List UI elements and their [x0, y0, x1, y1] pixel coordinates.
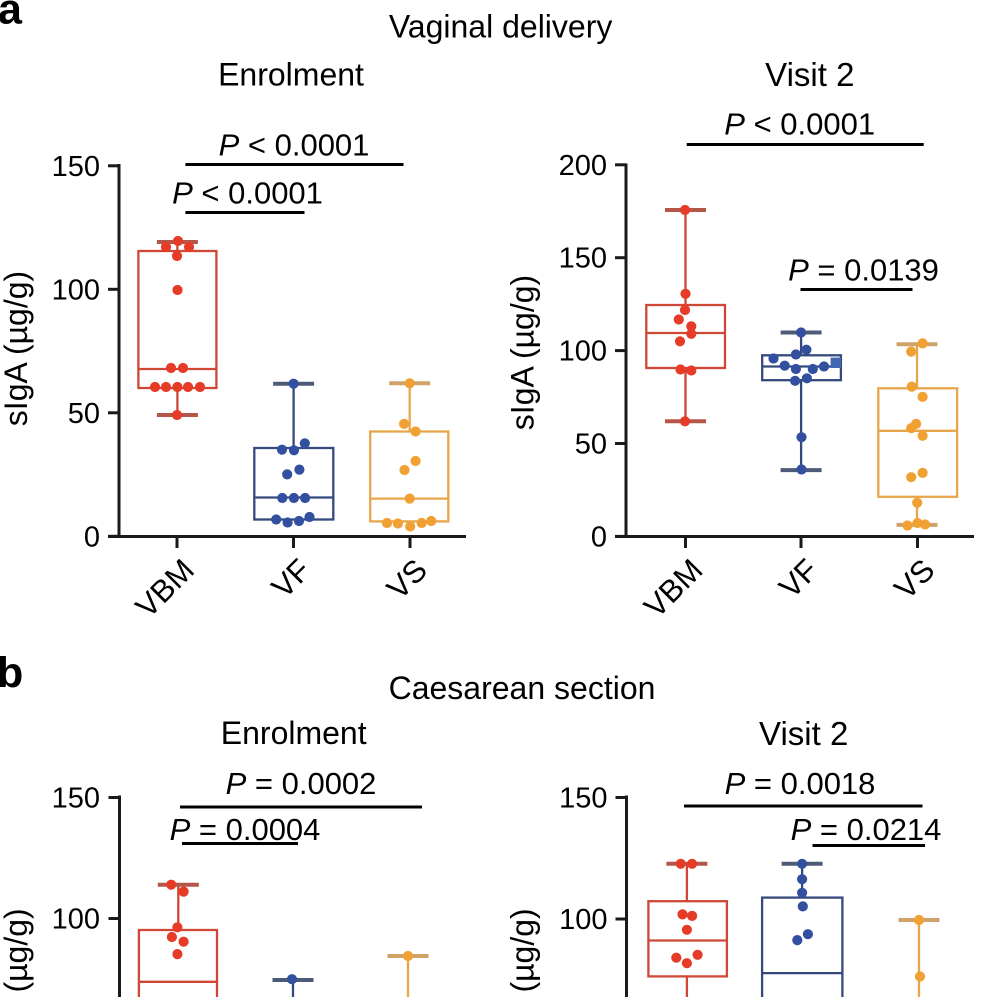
svg-text:150: 150: [52, 783, 100, 815]
svg-text:150: 150: [559, 243, 607, 275]
svg-text:sIgA (µg/g): sIgA (µg/g): [505, 908, 541, 997]
svg-text:200: 200: [559, 150, 607, 182]
svg-text:Visit 2: Visit 2: [759, 715, 848, 752]
svg-text:sIgA (µg/g): sIgA (µg/g): [0, 908, 34, 997]
svg-text:P = 0.0139: P = 0.0139: [788, 253, 939, 288]
svg-text:P < 0.0001: P < 0.0001: [172, 176, 323, 211]
svg-text:150: 150: [559, 783, 607, 815]
svg-text:Enrolment: Enrolment: [218, 57, 364, 93]
svg-text:Vaginal delivery: Vaginal delivery: [389, 9, 613, 45]
svg-text:150: 150: [52, 151, 100, 183]
svg-text:Enrolment: Enrolment: [221, 715, 367, 751]
svg-text:Caesarean section: Caesarean section: [389, 670, 656, 706]
svg-text:P < 0.0001: P < 0.0001: [724, 107, 875, 142]
svg-text:b: b: [0, 649, 23, 697]
svg-text:50: 50: [575, 429, 607, 461]
svg-text:100: 100: [559, 336, 607, 368]
svg-text:50: 50: [68, 398, 100, 430]
svg-text:P = 0.0004: P = 0.0004: [170, 812, 321, 847]
svg-text:sIgA (µg/g): sIgA (µg/g): [0, 271, 34, 426]
svg-text:P = 0.0214: P = 0.0214: [791, 812, 942, 847]
svg-text:P = 0.0018: P = 0.0018: [725, 766, 876, 801]
svg-text:Visit 2: Visit 2: [765, 56, 854, 93]
svg-text:P = 0.0002: P = 0.0002: [226, 766, 377, 801]
svg-text:100: 100: [52, 274, 100, 306]
svg-text:0: 0: [84, 521, 100, 553]
svg-text:a: a: [0, 0, 23, 34]
svg-text:0: 0: [591, 521, 607, 553]
svg-text:P < 0.0001: P < 0.0001: [219, 128, 370, 163]
svg-text:100: 100: [52, 904, 100, 936]
svg-text:100: 100: [559, 904, 607, 936]
svg-text:sIgA (µg/g): sIgA (µg/g): [505, 275, 541, 430]
